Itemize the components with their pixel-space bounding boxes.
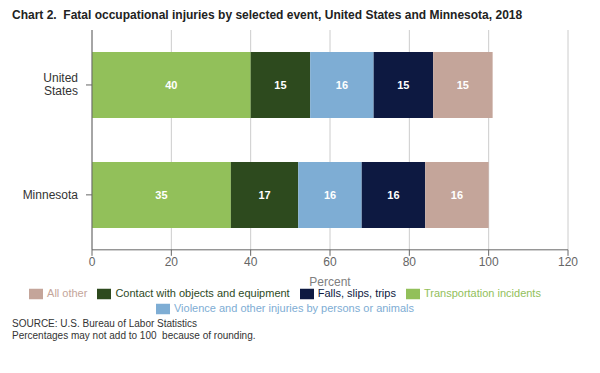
html-text:All other: All other [47,286,88,299]
svg-text:15: 15 [457,79,469,91]
html-text:Falls, slips, trips: Falls, slips, trips [317,286,396,299]
html-text:Violence and other injuries by: Violence and other injuries by persons o… [173,301,414,314]
html-text:Transportation incidents: Transportation incidents [423,286,541,299]
svg-text:16: 16 [336,79,348,91]
svg-text:40: 40 [244,255,258,269]
html-text:Chart 2. Fatal occupational in: Chart 2. Fatal occupational injuries by … [12,8,523,22]
html-text:SOURCE: U.S. Bureau of Labor S: SOURCE: U.S. Bureau of Labor Statistics … [12,318,256,341]
svg-text:100: 100 [479,255,499,269]
svg-text:16: 16 [324,189,336,201]
svg-text:Percent: Percent [309,275,351,289]
svg-text:17: 17 [258,189,270,201]
svg-text:40: 40 [165,79,177,91]
svg-text:20: 20 [165,255,179,269]
svg-text:15: 15 [274,79,286,91]
svg-text:16: 16 [387,189,399,201]
html-text:Contact with objects and equip: Contact with objects and equipment [115,286,290,299]
svg-text:15: 15 [397,79,409,91]
svg-text:35: 35 [155,189,167,201]
svg-text:120: 120 [558,255,578,269]
svg-text:0: 0 [89,255,96,269]
svg-text:16: 16 [451,189,463,201]
svg-text:60: 60 [323,255,337,269]
svg-text:Minnesota: Minnesota [23,188,79,202]
svg-text:UnitedStates: UnitedStates [43,71,78,98]
svg-text:80: 80 [403,255,417,269]
